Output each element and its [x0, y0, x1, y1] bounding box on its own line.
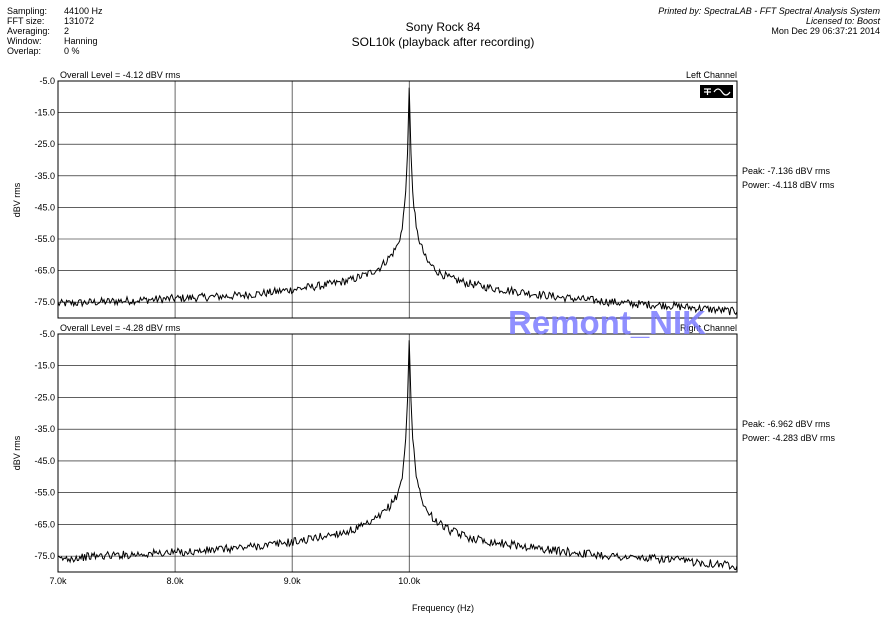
left-channel-spectrum-trace: [57, 87, 738, 316]
right-channel-power: Power: -4.283 dBV rms: [742, 433, 836, 443]
right-channel-label: Right Channel: [680, 323, 737, 333]
y-tick-label: -65.0: [34, 266, 55, 276]
printed-by: Printed by: SpectraLAB - FFT Spectral An…: [658, 6, 880, 16]
x-tick-label: 9.0k: [284, 576, 302, 586]
right-channel-panel: -5.0-15.0-25.0-35.0-45.0-55.0-65.0-75.0 …: [12, 323, 836, 613]
left-channel-grid: [58, 80, 737, 318]
right-channel-y-ticks: -5.0 -15.0 -25.0 -35.0 -45.0 -55.0 -65.0 -75.0: [34, 329, 55, 561]
param-value-sampling: 44100 Hz: [64, 6, 103, 16]
y-tick-label: -65.0: [34, 519, 55, 529]
y-tick-label: -5.0: [39, 329, 55, 339]
watermark-text: Remont_NIK: [508, 304, 706, 341]
spectrum-view-icon-glyph-a: [704, 88, 711, 95]
right-channel-overall-level: Overall Level = -4.28 dBV rms: [60, 323, 181, 333]
y-tick-label: -35.0: [34, 424, 55, 434]
x-tick-label: 7.0k: [49, 576, 67, 586]
param-value-fft-size: 131072: [64, 16, 94, 26]
param-label-window: Window:: [7, 36, 42, 46]
y-tick-label: -25.0: [34, 392, 55, 402]
print-info: Printed by: SpectraLAB - FFT Spectral An…: [658, 6, 880, 36]
chart-title: Sony Rock 84: [406, 20, 481, 34]
y-tick-label: -5.0: [39, 76, 55, 86]
y-tick-label: -35.0: [34, 171, 55, 181]
left-channel-plot-area: [57, 80, 738, 319]
y-tick-label: -75.0: [34, 297, 55, 307]
y-tick-label: -15.0: [34, 108, 55, 118]
y-tick-label: -75.0: [34, 551, 55, 561]
y-tick-label: -45.0: [34, 456, 55, 466]
right-channel-plot-area: [57, 333, 738, 573]
right-channel-x-ticks: 7.0k 8.0k 9.0k 10.0k: [49, 576, 420, 586]
param-label-averaging: Averaging:: [7, 26, 50, 36]
left-channel-panel: -5.0-15.0-25.0-35.0-45.0-55.0-65.0-75.0 …: [12, 70, 835, 319]
x-tick-label: 10.0k: [398, 576, 421, 586]
left-channel-peak: Peak: -7.136 dBV rms: [742, 166, 831, 176]
x-tick-label: 8.0k: [167, 576, 185, 586]
right-channel-spectrum-trace: [57, 340, 738, 571]
right-channel-y-axis-label: dBV rms: [12, 435, 22, 470]
left-channel-y-axis-label: dBV rms: [12, 182, 22, 217]
print-timestamp: Mon Dec 29 06:37:21 2014: [771, 26, 880, 36]
y-tick-label: -25.0: [34, 139, 55, 149]
analysis-parameters: Sampling: 44100 Hz FFT size: 131072 Aver…: [7, 6, 103, 56]
x-axis-label: Frequency (Hz): [412, 603, 474, 613]
y-tick-label: -55.0: [34, 488, 55, 498]
y-tick-label: -15.0: [34, 361, 55, 371]
param-value-overlap: 0 %: [64, 46, 80, 56]
spectrum-view-icon-glyph-b: [713, 88, 731, 96]
spectrum-view-icon[interactable]: [700, 85, 733, 98]
param-label-fft-size: FFT size:: [7, 16, 44, 26]
param-label-sampling: Sampling:: [7, 6, 47, 16]
licensed-to: Licensed to: Boost: [806, 16, 881, 26]
chart-subtitle: SOL10k (playback after recording): [352, 35, 535, 49]
y-tick-label: -55.0: [34, 234, 55, 244]
left-channel-label: Left Channel: [686, 70, 737, 80]
y-tick-label: -45.0: [34, 202, 55, 212]
left-channel-power: Power: -4.118 dBV rms: [742, 180, 835, 190]
param-value-averaging: 2: [64, 26, 69, 36]
param-value-window: Hanning: [64, 36, 98, 46]
left-channel-overall-level: Overall Level = -4.12 dBV rms: [60, 70, 181, 80]
left-channel-y-ticks: -5.0 -15.0 -25.0 -35.0 -45.0 -55.0 -65.0 -75.0: [34, 76, 55, 307]
right-channel-peak: Peak: -6.962 dBV rms: [742, 419, 831, 429]
param-label-overlap: Overlap:: [7, 46, 41, 56]
